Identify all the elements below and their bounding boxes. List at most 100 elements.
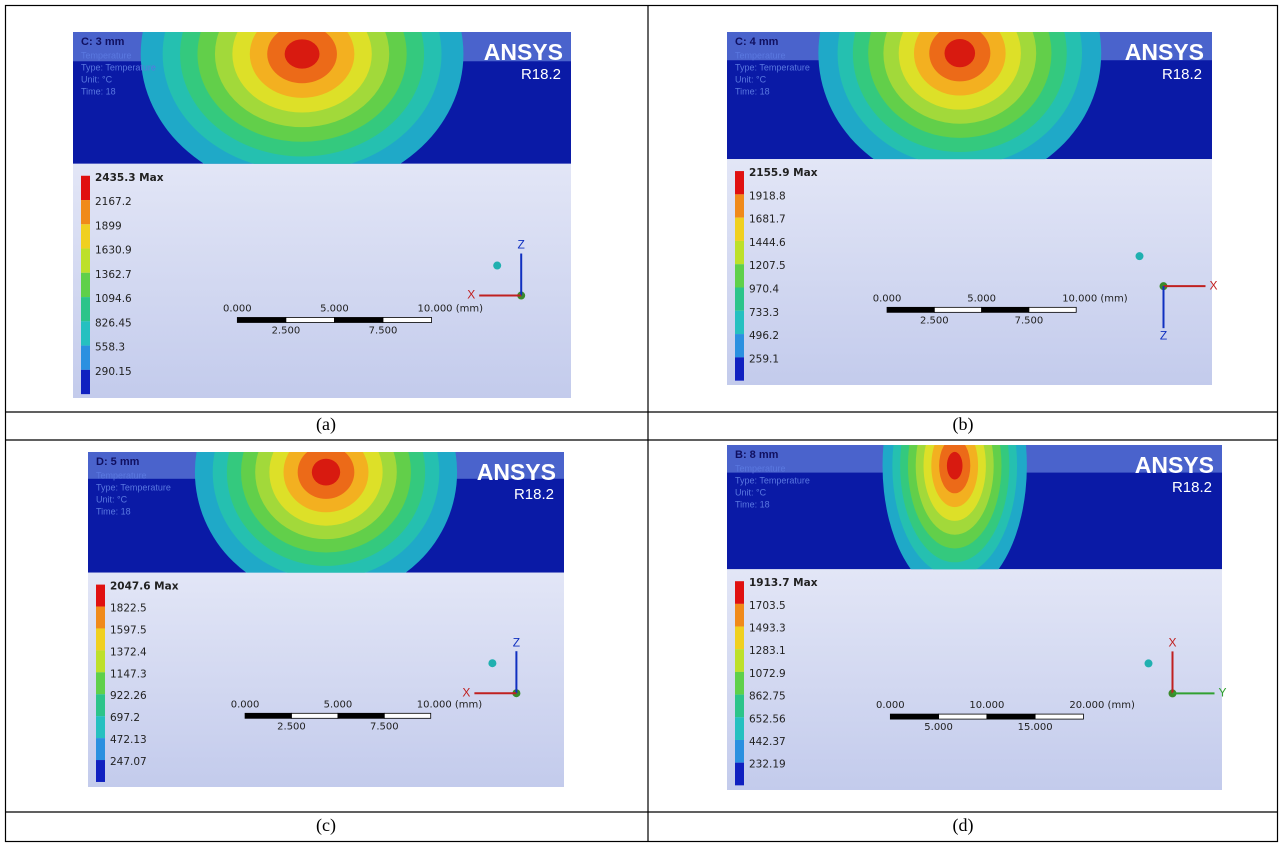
legend-label: 558.3: [95, 342, 125, 354]
scale-label: 7.500: [369, 325, 398, 336]
legend-label: 472.13: [110, 734, 147, 746]
info-line: Unit: °C: [96, 494, 128, 504]
info-line: Type: Temperature: [96, 482, 171, 492]
scale-label: 0.000: [231, 699, 260, 710]
panel-title: B: 8 mm: [735, 449, 779, 461]
scale-segment: [981, 306, 1030, 313]
legend-swatch: [735, 626, 744, 650]
triad-label: Z: [1160, 328, 1167, 342]
legend-label: 1918.8: [749, 190, 786, 202]
brand: ANSYS: [477, 459, 556, 485]
scale-label: 10.000: [969, 700, 1004, 711]
scale-segment: [285, 317, 335, 323]
legend-swatch: [81, 175, 90, 201]
caption: (c): [316, 815, 336, 836]
scale-segment: [291, 712, 339, 719]
scale-label: 7.500: [370, 721, 399, 732]
scale-segment: [938, 713, 988, 720]
temperature-field: [88, 452, 564, 573]
scale-label: 5.000: [324, 699, 353, 710]
legend-label: 1703.5: [749, 600, 786, 612]
ansys-panel: D: 5 mm Temperature Type: Temperature Unit:…: [88, 452, 564, 787]
triad-ball: [488, 659, 497, 668]
legend-swatch: [96, 694, 105, 717]
legend-swatch: [81, 272, 90, 298]
scale-label: 2.500: [272, 325, 301, 336]
table-borders: [4, 4, 1279, 843]
scale-segment: [933, 306, 983, 313]
legend-label: 1630.9: [95, 245, 132, 257]
triad-label: X: [467, 288, 475, 302]
panel-title: C: 3 mm: [81, 36, 125, 48]
legend-swatch: [81, 297, 90, 322]
info-line: Time: 18: [735, 499, 770, 509]
legend-swatch: [735, 357, 744, 381]
legend-label: 826.45: [95, 317, 132, 329]
legend-swatch: [735, 671, 744, 695]
scale-segment: [244, 712, 292, 719]
legend-label: 2047.6 Max: [110, 581, 179, 593]
brand: ANSYS: [1135, 452, 1214, 478]
legend-label: 1072.9: [749, 668, 786, 680]
legend-label: 247.07: [110, 756, 147, 768]
scale-label: 10.000 (mm): [418, 303, 484, 314]
legend-swatch: [735, 603, 744, 627]
caption: (d): [953, 815, 974, 836]
scale-segment: [383, 712, 432, 719]
version: R18.2: [514, 486, 554, 503]
caption: (a): [316, 414, 336, 435]
legend-swatch: [735, 310, 744, 335]
legend-label: 1899: [95, 220, 122, 232]
legend-label: 1493.3: [749, 623, 786, 635]
scale-label: 0.000: [873, 293, 902, 304]
scale-label: 0.000: [876, 700, 905, 711]
panel-title: D: 5 mm: [96, 456, 140, 468]
legend-swatch: [81, 224, 90, 249]
scale-segment: [334, 317, 384, 323]
legend-label: 1283.1: [749, 645, 786, 657]
triad-label: Y: [1218, 686, 1226, 700]
legend-label: 1913.7 Max: [749, 577, 818, 589]
scale-label: 5.000: [320, 303, 349, 314]
legend-label: 1444.6: [749, 237, 786, 249]
legend-label: 2155.9 Max: [749, 167, 818, 179]
info-line: Time: 18: [81, 86, 116, 96]
scale-label: 10.000 (mm): [1062, 293, 1128, 304]
temperature-field: [727, 445, 1222, 570]
legend-label: 1681.7: [749, 214, 786, 226]
legend-label: 1147.3: [110, 668, 147, 680]
brand: ANSYS: [1125, 39, 1204, 65]
triad-label: Z: [518, 238, 525, 252]
legend-swatch: [735, 739, 744, 763]
legend-swatch: [96, 716, 105, 739]
legend-swatch: [96, 606, 105, 629]
info-line: Type: Temperature: [735, 62, 810, 72]
legend-label: 496.2: [749, 330, 779, 342]
scale-label: 2.500: [920, 315, 949, 326]
legend-swatch: [735, 217, 744, 241]
scale-label: 10.000 (mm): [417, 699, 483, 710]
contour: [946, 451, 963, 480]
caption: (b): [953, 414, 974, 435]
temperature-field: [727, 32, 1212, 160]
scale-segment: [1034, 713, 1084, 720]
scale-segment: [886, 306, 935, 313]
scale-segment: [382, 317, 432, 323]
ansys-panel: C: 3 mm Temperature Type: Temperature Unit:…: [73, 32, 571, 398]
version: R18.2: [521, 66, 561, 83]
legend-label: 697.2: [110, 712, 140, 724]
legend-label: 862.75: [749, 691, 786, 703]
triad-label: Z: [513, 635, 520, 649]
version: R18.2: [1172, 479, 1212, 496]
legend-swatch: [96, 650, 105, 673]
legend-swatch: [735, 240, 744, 265]
legend-swatch: [735, 717, 744, 740]
triad-ball: [493, 261, 502, 270]
legend-label: 2167.2: [95, 196, 132, 208]
triad-ball: [1144, 659, 1153, 668]
panel-title: C: 4 mm: [735, 36, 779, 48]
info-line: Time: 18: [735, 86, 770, 96]
legend-label: 1597.5: [110, 624, 147, 636]
legend-swatch: [96, 628, 105, 651]
